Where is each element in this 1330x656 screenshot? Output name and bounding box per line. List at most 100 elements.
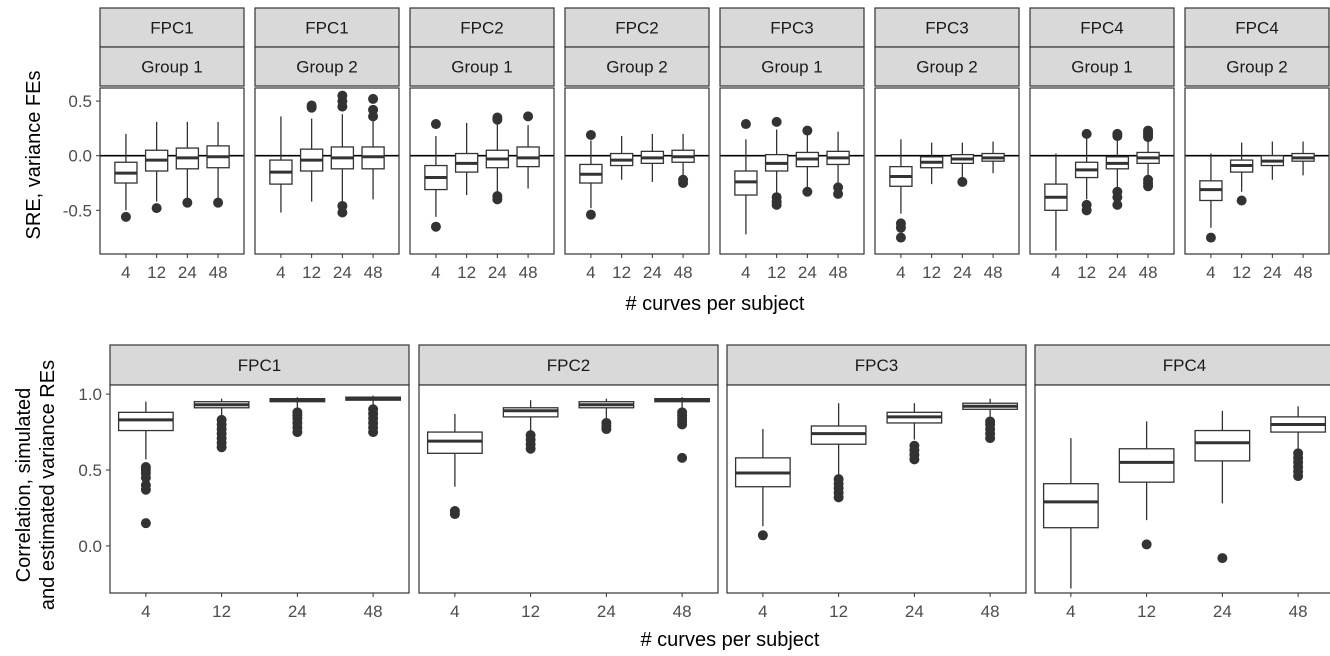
x-tick-label: 24 — [488, 263, 507, 282]
boxplot — [1199, 153, 1223, 243]
panel-border — [99, 87, 245, 255]
box — [426, 431, 483, 454]
x-tick-label: 24 — [1108, 263, 1127, 282]
boxplot — [1270, 406, 1327, 482]
boxplot — [1118, 421, 1175, 550]
facet-panel: FPC2 4 12 24 48 — [418, 344, 719, 621]
x-tick-label: 4 — [741, 263, 750, 282]
x-tick-label: 12 — [1232, 263, 1251, 282]
outlier-point — [1112, 192, 1123, 203]
outlier-point — [771, 199, 782, 210]
boxplot — [361, 93, 385, 200]
x-tick-label: 24 — [178, 263, 197, 282]
y-tick-label: 0.0 — [78, 537, 102, 556]
boxplot — [426, 413, 483, 520]
boxplot — [579, 129, 603, 220]
facet-strip — [254, 7, 400, 48]
outlier-point — [368, 404, 379, 415]
x-tick-label: 12 — [302, 263, 321, 282]
x-tick-label: 12 — [612, 263, 631, 282]
boxplot — [1105, 128, 1130, 210]
outlier-point — [151, 203, 162, 214]
boxplot — [1074, 128, 1099, 216]
outlier-point — [216, 414, 227, 425]
x-tick-label: 12 — [457, 263, 476, 282]
outlier-point — [585, 209, 596, 220]
boxplot — [502, 400, 559, 454]
x-tick-label: 12 — [767, 263, 786, 282]
outlier-point — [677, 452, 688, 463]
x-tick-label: 4 — [758, 602, 767, 621]
facet-panel: FPC1 4 12 24 48 — [109, 344, 410, 621]
facet-strip — [409, 7, 555, 48]
outlier-point — [1081, 128, 1092, 139]
boxplot — [485, 112, 510, 205]
outlier-point — [525, 430, 536, 441]
boxplot — [1042, 438, 1099, 589]
boxplot — [810, 403, 867, 503]
facet-strip-label: Group 1 — [451, 58, 512, 77]
facet-strip — [874, 7, 1020, 48]
boxplot — [1044, 153, 1068, 251]
outlier-point — [1217, 553, 1228, 564]
x-tick-label: 48 — [829, 263, 848, 282]
panel-background — [1185, 88, 1329, 254]
y-tick-label: 0.5 — [78, 461, 102, 480]
x-tick-label: 48 — [364, 602, 383, 621]
x-tick-label: 24 — [597, 602, 616, 621]
outlier-point — [677, 407, 688, 418]
bottom-y-axis-title-line-2: and estimated variance REs — [37, 360, 59, 610]
outlier-point — [140, 518, 151, 529]
facet-strip — [726, 344, 1027, 386]
boxplot — [175, 121, 200, 208]
x-tick-label: 24 — [333, 263, 352, 282]
panel-background — [727, 385, 1026, 593]
boxplot — [114, 133, 138, 222]
x-tick-label: 48 — [981, 602, 1000, 621]
boxplot — [144, 121, 169, 214]
outlier-point — [492, 194, 503, 205]
facet-panel: FPC2 Group 2 4 12 24 48 — [564, 7, 710, 282]
x-tick-label: 24 — [1213, 602, 1232, 621]
outlier-point — [895, 232, 906, 243]
boxplot — [764, 116, 789, 210]
boxplot — [1136, 125, 1160, 192]
x-tick-label: 4 — [141, 602, 150, 621]
x-tick-label: 4 — [1066, 602, 1075, 621]
box — [1118, 448, 1175, 483]
facet-panel: FPC4 Group 2 4 12 24 48 — [1184, 7, 1330, 282]
outlier-point — [368, 104, 379, 115]
outlier-point — [802, 186, 813, 197]
y-tick-label: 0.5 — [68, 92, 92, 111]
x-tick-label: 4 — [431, 263, 440, 282]
outlier-point — [833, 474, 844, 485]
facet-strip — [1029, 7, 1175, 48]
outlier-point — [957, 176, 968, 187]
facet-strip-label: FPC3 — [770, 19, 813, 38]
outlier-point — [140, 480, 151, 491]
x-tick-label: 12 — [1077, 263, 1096, 282]
x-tick-label: 24 — [798, 263, 817, 282]
outlier-point — [771, 116, 782, 127]
panel-background — [1030, 88, 1174, 254]
boxplot — [193, 398, 250, 453]
facet-strip — [99, 7, 245, 48]
x-tick-label: 24 — [288, 602, 307, 621]
outlier-point — [182, 197, 193, 208]
x-tick-label: 48 — [1139, 263, 1158, 282]
facet-panel: FPC1 Group 1 4 12 24 48 — [99, 7, 245, 282]
facet-strip — [254, 46, 400, 87]
outlier-point — [140, 461, 151, 472]
x-tick-label: 12 — [147, 263, 166, 282]
x-tick-label: 48 — [519, 263, 538, 282]
boxplot — [981, 141, 1005, 174]
top-chart: 0.5 0.0 -0.5 FPC1 Group 1 4 12 24 48 FPC1 Group 2 4… — [63, 7, 1330, 282]
outlier-point — [678, 178, 689, 189]
x-tick-label: 48 — [984, 263, 1003, 282]
facet-panel: FPC4 4 12 24 48 — [1034, 344, 1330, 621]
facet-panel: FPC3 Group 2 4 12 24 48 — [874, 7, 1020, 282]
top-y-axis-title: SRE, variance FEs — [23, 71, 45, 240]
bottom-x-axis-title: # curves per subject — [641, 629, 820, 651]
panel-border — [726, 384, 1027, 594]
facet-strip-label: Group 2 — [296, 58, 357, 77]
